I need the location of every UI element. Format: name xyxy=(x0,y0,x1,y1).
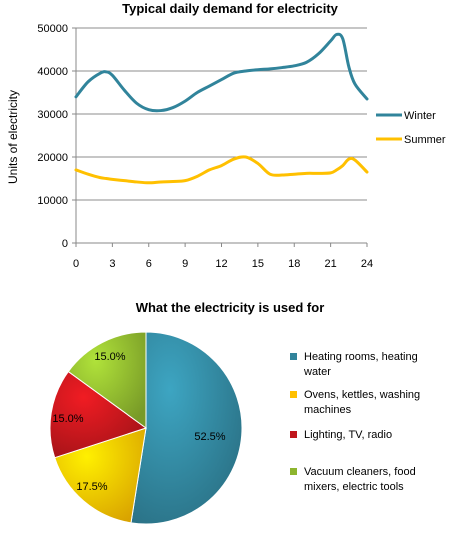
x-tick-label: 24 xyxy=(361,258,373,270)
pie-chart: What the electricity is used for 52.5% 17… xyxy=(49,300,420,525)
x-tick-label: 12 xyxy=(215,258,227,270)
pie-slice-vacuum xyxy=(67,331,147,429)
series-line-summer xyxy=(74,155,369,185)
legend-swatch-ovens xyxy=(290,391,297,398)
legend-label-winter: Winter xyxy=(404,110,436,122)
x-tick-label: 6 xyxy=(146,258,152,270)
y-tick-label: 20000 xyxy=(37,152,68,164)
x-tick-label: 18 xyxy=(288,258,300,270)
x-tick-label: 3 xyxy=(109,258,115,270)
series-line-winter xyxy=(74,32,369,113)
legend-label-heating: Heating rooms, heating water xyxy=(303,351,418,378)
pie-slice-ovens xyxy=(54,427,147,524)
legend-swatch-vacuum xyxy=(290,468,297,475)
pie-slice-label-heating: 52.5% xyxy=(194,431,225,443)
legend-label-lighting: Lighting, TV, radio xyxy=(304,429,392,441)
x-tick-label: 9 xyxy=(182,258,188,270)
pie-chart-title: What the electricity is used for xyxy=(136,300,325,315)
legend-label-summer: Summer xyxy=(404,134,446,146)
y-tick-label: 50000 xyxy=(37,23,68,35)
pie-slice-label-lighting: 15.0% xyxy=(52,413,83,425)
y-tick-label: 40000 xyxy=(37,66,68,78)
y-tick-label: 30000 xyxy=(37,109,68,121)
legend-swatch-lighting xyxy=(290,431,297,438)
y-tick-label: 10000 xyxy=(37,195,68,207)
y-axis-label: Units of electricity xyxy=(6,90,20,184)
legend-label-vacuum: Vacuum cleaners, food mixers, electric to… xyxy=(304,466,416,493)
line-chart-title: Typical daily demand for electricity xyxy=(122,1,339,16)
x-tick-label: 0 xyxy=(73,258,79,270)
legend-label-ovens: Ovens, kettles, washing machines xyxy=(304,389,420,416)
line-chart: Typical daily demand for electricity Uni… xyxy=(6,1,446,270)
legend-swatch-heating xyxy=(290,353,297,360)
x-tick-label: 15 xyxy=(252,258,264,270)
pie-slice-heating xyxy=(130,331,243,525)
pie-slice-lighting xyxy=(49,370,148,459)
pie-slice-label-ovens: 17.5% xyxy=(76,481,107,493)
pie-slice-label-vacuum: 15.0% xyxy=(94,351,125,363)
x-tick-label: 21 xyxy=(325,258,337,270)
y-tick-label: 0 xyxy=(62,238,68,250)
